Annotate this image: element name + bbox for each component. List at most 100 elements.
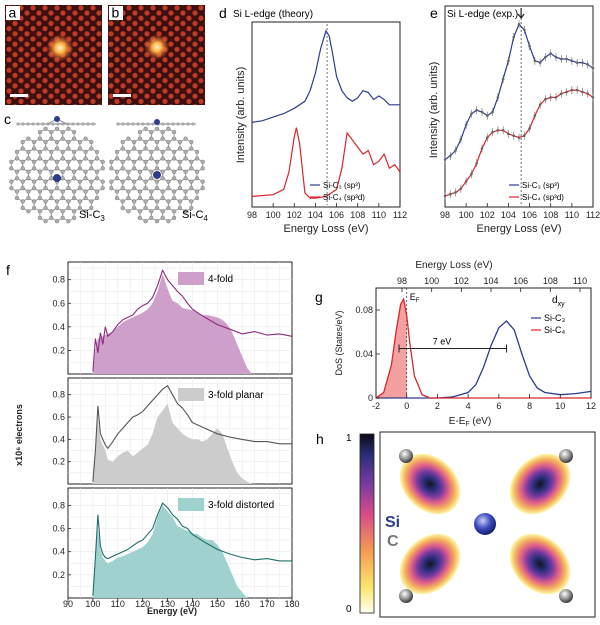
legend-label-d-si-c4: Si-C₄ (sp³d) (323, 193, 365, 202)
carbon-atom (89, 146, 94, 151)
legend-swatch-3-fold-distorted (178, 498, 204, 511)
carbon-atom (109, 159, 114, 164)
carbon-atom (166, 186, 171, 191)
data-point-e-si-c3 (591, 66, 595, 70)
scale-bar-a (10, 94, 28, 97)
carbon-atom (126, 169, 131, 174)
carbon-atom (191, 122, 195, 126)
chart-d-x-tick-label: 100 (266, 210, 281, 220)
carbon-atom (66, 146, 71, 151)
carbon-atom (181, 122, 185, 126)
carbon-atom (43, 166, 48, 171)
chart-g-top-tick-label: 102 (454, 276, 469, 286)
chart-e-title: Si L-edge (exp.) (447, 9, 518, 20)
carbon-atom (154, 139, 160, 145)
si-atom-glow-b (144, 34, 170, 60)
carbon-atom (71, 156, 77, 161)
panel-letter-box-a (6, 6, 20, 20)
carbon-atom (60, 176, 65, 181)
chart-g-x-tick-label: 2 (435, 401, 440, 411)
carbon-atom (49, 156, 54, 161)
carbon-atom (9, 166, 14, 171)
carbon-atom (137, 196, 142, 201)
legend-label-3-fold-planar: 3-fold planar (208, 390, 264, 401)
carbon-atom (83, 209, 88, 214)
carbon-atom (20, 159, 25, 164)
carbon-atom (66, 179, 71, 184)
carbon-atom (71, 196, 77, 201)
carbon-atom (37, 209, 42, 214)
legend-swatch-3-fold-planar (178, 388, 204, 401)
carbon-atom (31, 122, 35, 126)
carbon-atom (137, 156, 142, 161)
carbon-atom (26, 122, 30, 126)
carbon-atom (149, 149, 154, 154)
carbon-atom (160, 189, 165, 194)
carbon-atom (149, 176, 154, 181)
carbon-atom (66, 199, 71, 204)
data-point-e-si-c4 (575, 88, 579, 92)
carbon-atom (126, 189, 131, 194)
carbon-atom (26, 149, 31, 154)
chart-f-x-ticks: 90 100 110 120 130 140 150 160 170 180 (63, 598, 300, 609)
chart-f-x-tick-label: 100 (85, 599, 100, 609)
carbon-atom (20, 199, 25, 204)
carbon-atom (189, 205, 194, 211)
data-point-e-si-c3 (570, 59, 574, 63)
y-tick-label: 0.8 (52, 275, 65, 285)
chart-e-ylabel: Intensity (arb. units) (428, 62, 440, 159)
carbon-atom (143, 146, 148, 151)
carbon-atom (166, 122, 170, 126)
carbon-atom (60, 136, 65, 141)
carbon-atom (14, 156, 20, 161)
data-point-e-si-c4 (522, 134, 526, 138)
carbon-atom (116, 122, 120, 126)
carbon-atom (66, 126, 71, 131)
chart-g-top-tick-label: 108 (543, 276, 558, 286)
chart-d-x-tick-label: 102 (287, 210, 302, 220)
carbon-atom (86, 122, 90, 126)
data-point-e-si-c4 (443, 194, 447, 198)
carbon-atom (77, 139, 82, 145)
chart-f-xlabel: Energy (eV) (147, 606, 197, 616)
chart-d-xlabel: Energy Loss (eV) (284, 223, 369, 235)
carbon-atom (149, 169, 154, 174)
panel-letter-e: e (430, 5, 438, 21)
occupied-states-fill (376, 299, 407, 398)
carbon-atom (137, 215, 142, 220)
carbon-atom (143, 159, 148, 164)
carbon-atom (43, 126, 48, 131)
carbon-atom (177, 186, 182, 191)
legend-label-3-fold-distorted: 3-fold distorted (208, 500, 274, 511)
carbon-atom (172, 169, 177, 174)
carbon-atom (77, 166, 82, 171)
carbon-atom (109, 179, 114, 184)
data-point-e-si-c3 (544, 55, 547, 59)
chart-d-x-tick-label: 106 (329, 210, 344, 220)
chart-d-plot (251, 24, 401, 205)
carbon-atom (20, 205, 25, 211)
carbon-atom (100, 179, 105, 184)
carbon-atom (26, 176, 31, 181)
carbon-atom (60, 156, 65, 161)
carbon-atom (94, 196, 100, 201)
carbon-atom (77, 159, 82, 164)
chart-g-x-tick-label: 8 (527, 401, 532, 411)
c-atom-top-left (399, 449, 413, 463)
c-atom-top-right (559, 449, 573, 463)
carbon-atom (172, 196, 177, 201)
orbital-lobe-bottom-left (399, 533, 461, 595)
carbon-atom (160, 156, 165, 161)
chart-g-plot: EF 7 eV (375, 288, 592, 399)
carbon-atom (154, 199, 160, 204)
colorbar (359, 433, 375, 614)
carbon-atom (16, 122, 20, 126)
carbon-atom (66, 219, 71, 224)
carbon-atom (89, 159, 94, 164)
orbital-lobe-top-right (509, 453, 571, 515)
data-point-e-si-c4 (507, 132, 510, 136)
carbon-atom (189, 166, 194, 171)
carbon-atom (132, 159, 137, 164)
y-tick-label: 0.2 (52, 345, 65, 355)
panel-e: e Si L-edge (exp.) 98 100 102 104 106 108 110 1… (428, 5, 600, 235)
